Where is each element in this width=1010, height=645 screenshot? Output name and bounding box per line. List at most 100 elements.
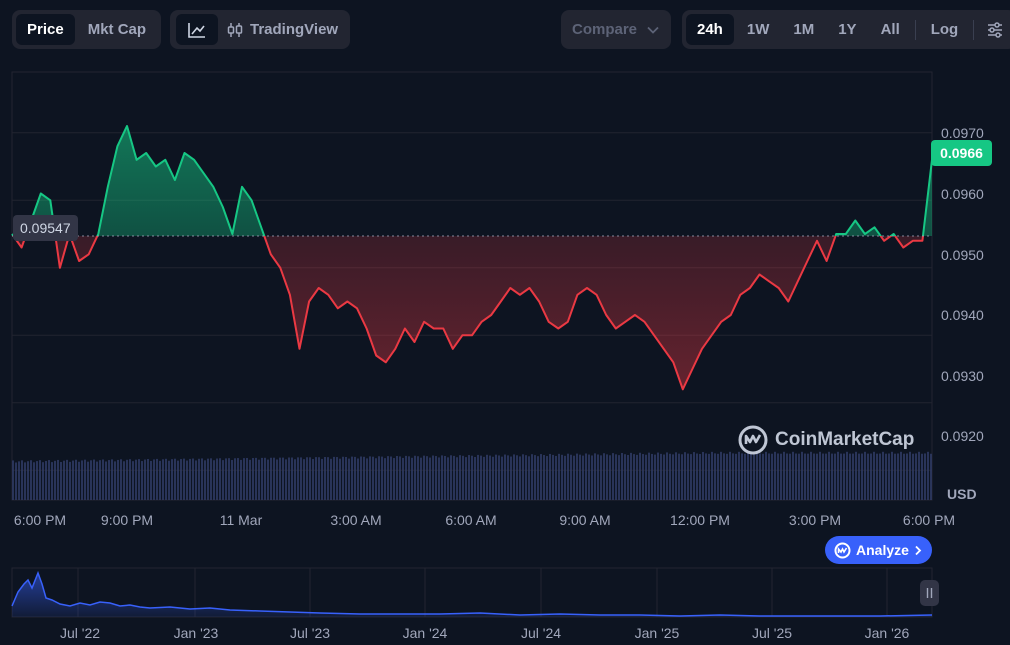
volume-bar [420, 457, 422, 500]
volume-bar [264, 457, 266, 500]
navigator-label: Jul '23 [289, 625, 331, 641]
volume-bar [600, 455, 602, 500]
volume-bar [345, 456, 347, 500]
volume-bar [450, 455, 452, 500]
tradingview-label: TradingView [250, 21, 339, 38]
volume-bar [633, 454, 635, 500]
volume-bar [429, 457, 431, 500]
toolbar-divider [914, 19, 916, 40]
volume-bar [57, 459, 59, 500]
market-cap-tab[interactable]: Mkt Cap [87, 21, 147, 38]
volume-bar [903, 453, 905, 500]
x-tick-label: 9:00 AM [559, 512, 611, 528]
volume-bar [138, 459, 140, 500]
volume-bar [549, 453, 551, 500]
range-1w-tab[interactable]: 1W [746, 21, 770, 38]
volume-bar [150, 460, 152, 500]
volume-bar [465, 457, 467, 500]
volume-bar [738, 451, 740, 500]
navigator-label: Jan '25 [634, 625, 680, 641]
volume-bar [486, 454, 488, 500]
volume-bar [498, 455, 500, 500]
navigator-handle[interactable] [920, 580, 939, 606]
volume-bar [627, 454, 629, 500]
volume-bar [39, 460, 41, 500]
volume-bar [324, 457, 326, 500]
volume-bar [756, 451, 758, 500]
tradingview-button[interactable]: TradingView [220, 14, 344, 45]
y-tick-label: 0.0930 [941, 368, 984, 384]
volume-bar [297, 457, 299, 500]
volume-bar [309, 457, 311, 500]
volume-bar [186, 460, 188, 500]
volume-bar [639, 452, 641, 500]
volume-bar [276, 459, 278, 500]
volume-bar [774, 451, 776, 500]
volume-bar [570, 454, 572, 500]
range-24h-tab[interactable]: 24h [686, 14, 734, 45]
volume-bar [714, 453, 716, 500]
volume-bar [921, 453, 923, 500]
volume-bar [873, 451, 875, 500]
chevron-down-icon [647, 26, 659, 34]
price-line-up [11, 125, 933, 237]
volume-bar [387, 456, 389, 500]
log-scale-button[interactable]: Log [930, 21, 959, 38]
volume-bar [402, 457, 404, 500]
volume-bar [816, 453, 818, 500]
volume-bar [333, 456, 335, 500]
current-price-tag: 0.0966 [931, 140, 992, 166]
volume-bar [216, 458, 218, 500]
volume-bar [378, 456, 380, 500]
chart-settings-button[interactable] [978, 14, 1010, 45]
volume-bar [456, 457, 458, 500]
volume-bar [195, 460, 197, 500]
volume-bar [66, 459, 68, 500]
compare-dropdown[interactable]: Compare [561, 10, 671, 49]
volume-bar [93, 459, 95, 500]
range-1m-tab[interactable]: 1M [793, 21, 815, 38]
volume-bar [351, 456, 353, 500]
volume-bar [87, 461, 89, 500]
price-tab[interactable]: Price [16, 14, 75, 45]
volume-bar [801, 451, 803, 500]
navigator-label: Jan '24 [402, 625, 448, 641]
volume-bar [99, 460, 101, 500]
volume-bar [924, 453, 926, 500]
volume-bar [609, 455, 611, 500]
volume-bar [861, 453, 863, 500]
volume-bar [915, 453, 917, 500]
volume-bar [669, 453, 671, 500]
volume-bar [375, 458, 377, 500]
volume-bar [735, 453, 737, 500]
navigator-label: Jul '25 [751, 625, 793, 641]
volume-bar [507, 455, 509, 500]
range-1y-tab[interactable]: 1Y [838, 21, 857, 38]
volume-bar [750, 453, 752, 500]
volume-bar [69, 461, 71, 500]
toolbar-divider [973, 19, 975, 40]
line-chart-button[interactable] [176, 14, 218, 45]
range-all-tab[interactable]: All [880, 21, 900, 38]
volume-bar [90, 460, 92, 500]
volume-bar [162, 459, 164, 500]
volume-bar [840, 453, 842, 500]
volume-bar [102, 459, 104, 500]
analyze-button[interactable]: Analyze [825, 536, 932, 564]
volume-bar [15, 462, 17, 500]
volume-bar [843, 453, 845, 500]
chart-type-toggle: TradingView [170, 10, 351, 49]
volume-bar [444, 455, 446, 500]
volume-bar [510, 456, 512, 500]
volume-bar [729, 451, 731, 500]
volume-bar [411, 457, 413, 500]
volume-bar [153, 459, 155, 500]
volume-bar [495, 454, 497, 500]
volume-bar [582, 455, 584, 500]
volume-bar [522, 454, 524, 500]
volume-bar [822, 453, 824, 500]
volume-bar [855, 451, 857, 500]
settings-sliders-icon [988, 21, 1003, 38]
volume-bar [198, 458, 200, 500]
